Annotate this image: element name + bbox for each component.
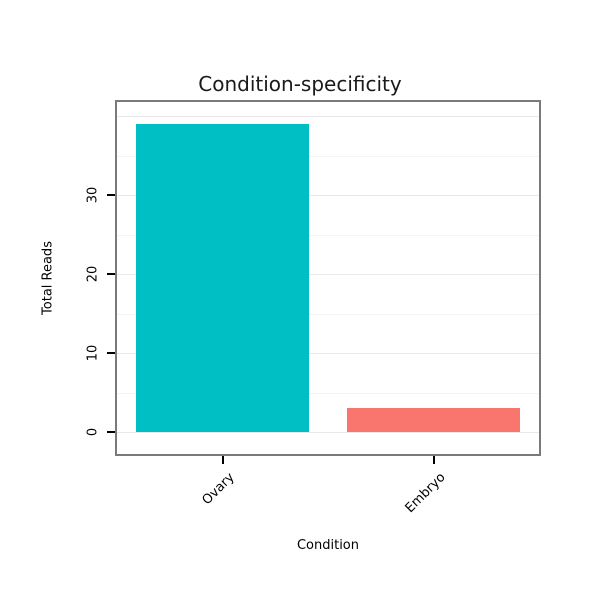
y-tick-label: 20 [85,265,101,283]
y-tick [107,273,115,276]
x-tick [221,456,224,464]
y-tick-label: 10 [85,344,101,362]
plot-panel [115,100,541,456]
gridline-minor [117,392,539,394]
x-axis-title: Condition [296,538,360,553]
gridline-major [117,432,539,433]
gridline-minor [117,234,539,236]
bar-ovary [135,124,309,432]
gridline-major [117,116,539,118]
chart-title: Condition-specificity [198,72,402,96]
bar-embryo [346,408,520,432]
y-tick [107,194,115,197]
y-tick-label: 0 [85,427,101,437]
y-axis-title: Total Reads [40,241,56,315]
gridline-minor [117,313,539,315]
gridline-major [117,195,539,197]
gridline-major [117,274,539,276]
gridline-minor [117,155,539,157]
y-tick-label: 30 [85,186,101,204]
y-tick [107,352,115,355]
gridline-major [117,353,539,355]
x-tick [432,456,435,464]
y-tick [107,431,115,433]
